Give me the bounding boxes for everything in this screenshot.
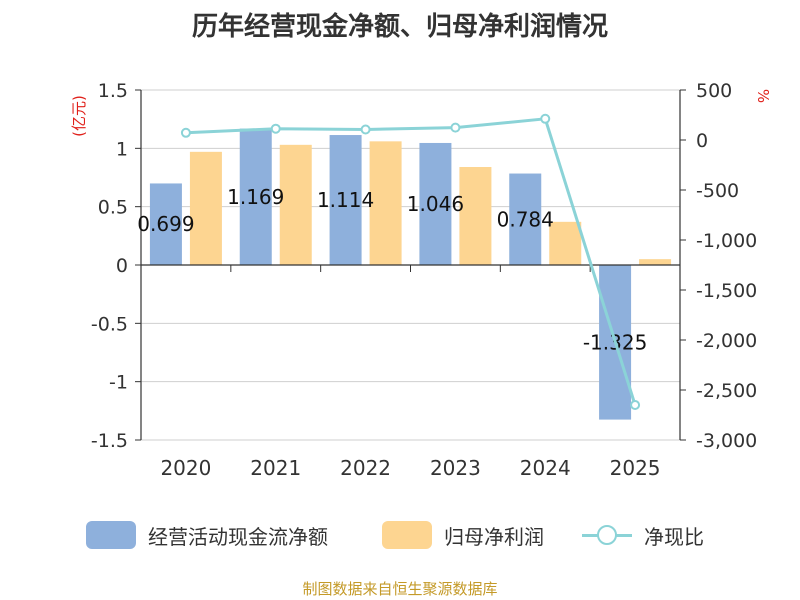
source-note: 制图数据来自恒生聚源数据库: [302, 580, 498, 598]
chart-title: 历年经营现金净额、归母净利润情况: [191, 12, 608, 42]
bar-cashflow: [509, 173, 542, 265]
point-cash-ratio: [360, 124, 371, 135]
x-tick-label: 2024: [520, 456, 571, 480]
legend: 经营活动现金流净额 归母净利润 净现比: [0, 518, 800, 552]
bar-net-profit: [639, 259, 672, 265]
bar-cashflow: [419, 142, 452, 265]
y-right-tick-label: -2,000: [696, 330, 757, 352]
x-tick-label: 2022: [340, 456, 391, 480]
bar-data-label: 0.699: [137, 212, 194, 236]
bar-cashflow: [149, 183, 182, 265]
legend-item-net-profit[interactable]: 归母净利润: [382, 518, 544, 552]
x-tick-label: 2025: [610, 456, 661, 480]
legend-item-cashflow[interactable]: 经营活动现金流净额: [86, 518, 328, 552]
bar-data-label: 1.046: [407, 192, 464, 216]
y-right-tick-label: 0: [696, 130, 708, 152]
point-cash-ratio: [180, 127, 191, 138]
bar-net-profit: [189, 151, 222, 265]
legend-swatch-cashflow: [86, 521, 136, 549]
y-right-tick-label: -1,500: [696, 280, 757, 302]
y-left-tick-label: 1: [116, 138, 128, 160]
point-cash-ratio: [450, 122, 461, 133]
line-cash-ratio: [185, 117, 637, 406]
bar-data-label: 1.169: [227, 185, 284, 209]
x-tick-label: 2021: [250, 456, 301, 480]
y-right-axis-label: %: [754, 89, 772, 103]
bar-data-label: 1.114: [317, 188, 374, 212]
y-right-tick-label: -3,000: [696, 430, 757, 452]
y-left-tick-label: 0: [116, 255, 128, 277]
y-right-tick-label: -1,000: [696, 230, 757, 252]
bar-cashflow: [239, 128, 272, 265]
bar-data-label: 0.784: [497, 207, 554, 231]
y-left-tick-label: 1.5: [98, 80, 128, 102]
legend-label-net-profit: 归母净利润: [444, 524, 544, 549]
x-tick-label: 2023: [430, 456, 481, 480]
bar-net-profit: [459, 167, 492, 265]
point-cash-ratio: [540, 113, 551, 124]
y-right-tick-label: -500: [696, 180, 739, 202]
y-right-tick-label: 500: [696, 80, 732, 102]
legend-swatch-net-profit: [382, 521, 432, 549]
point-cash-ratio: [270, 123, 281, 134]
bar-net-profit: [279, 144, 312, 265]
bar-cashflow: [329, 135, 362, 265]
y-left-tick-label: -1.5: [91, 430, 128, 452]
y-left-axis-label: (亿元): [70, 95, 88, 137]
legend-label-cashflow: 经营活动现金流净额: [148, 524, 328, 549]
legend-item-cash-ratio[interactable]: 净现比: [582, 518, 704, 552]
y-right-tick-label: -2,500: [696, 380, 757, 402]
y-left-tick-label: -0.5: [91, 313, 128, 335]
y-left-tick-label: -1: [109, 372, 128, 394]
y-left-tick-label: 0.5: [98, 197, 128, 219]
legend-label-cash-ratio: 净现比: [644, 524, 704, 549]
bar-net-profit: [369, 141, 402, 265]
x-tick-label: 2020: [160, 456, 211, 480]
bar-net-profit: [549, 221, 582, 265]
legend-swatch-cash-ratio: [582, 521, 632, 549]
point-cash-ratio: [630, 400, 641, 410]
